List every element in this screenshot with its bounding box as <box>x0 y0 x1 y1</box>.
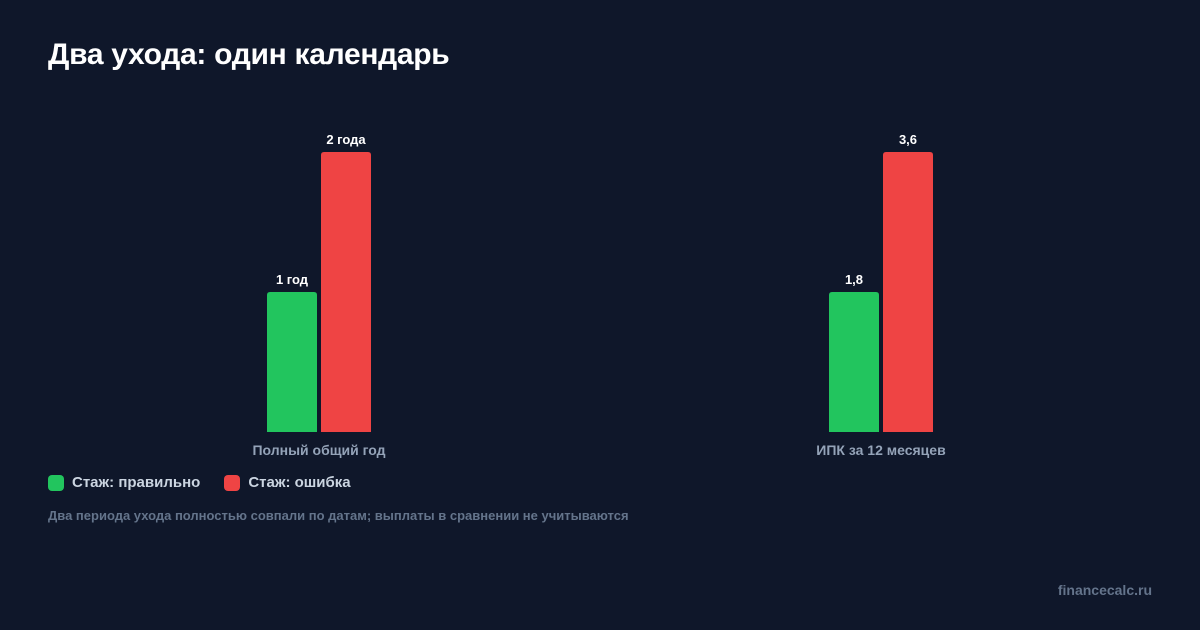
legend-item-correct: Стаж: правильно <box>48 474 200 491</box>
watermark: financecalc.ru <box>1057 582 1152 598</box>
legend-swatch-error <box>224 474 241 491</box>
footnote: Два периода ухода полностью совпали по д… <box>48 508 629 523</box>
legend-swatch-correct <box>48 474 64 491</box>
bar-error-0 <box>321 152 371 432</box>
bar-correct-1 <box>829 292 879 432</box>
chart-title: Два ухода: один календарь <box>48 38 450 71</box>
category-label: Полный общий год <box>252 442 385 458</box>
legend-item-error: Стаж: ошибка <box>224 474 351 491</box>
bar-error-1 <box>883 152 933 432</box>
bar-chart: 1 год 2 года Полный общий год 1,8 3,6 ИПК за … <box>252 132 946 458</box>
legend-label-error: Стаж: ошибка <box>248 474 351 491</box>
data-label: 3,6 <box>899 132 917 147</box>
data-label: 2 года <box>326 132 366 147</box>
legend-label-correct: Стаж: правильно <box>72 474 201 491</box>
data-label: 1 год <box>276 272 309 287</box>
legend: Стаж: правильно Стаж: ошибка <box>48 474 351 491</box>
bar-correct-0 <box>267 292 317 432</box>
category-label: ИПК за 12 месяцев <box>816 442 946 458</box>
data-label: 1,8 <box>845 272 863 287</box>
